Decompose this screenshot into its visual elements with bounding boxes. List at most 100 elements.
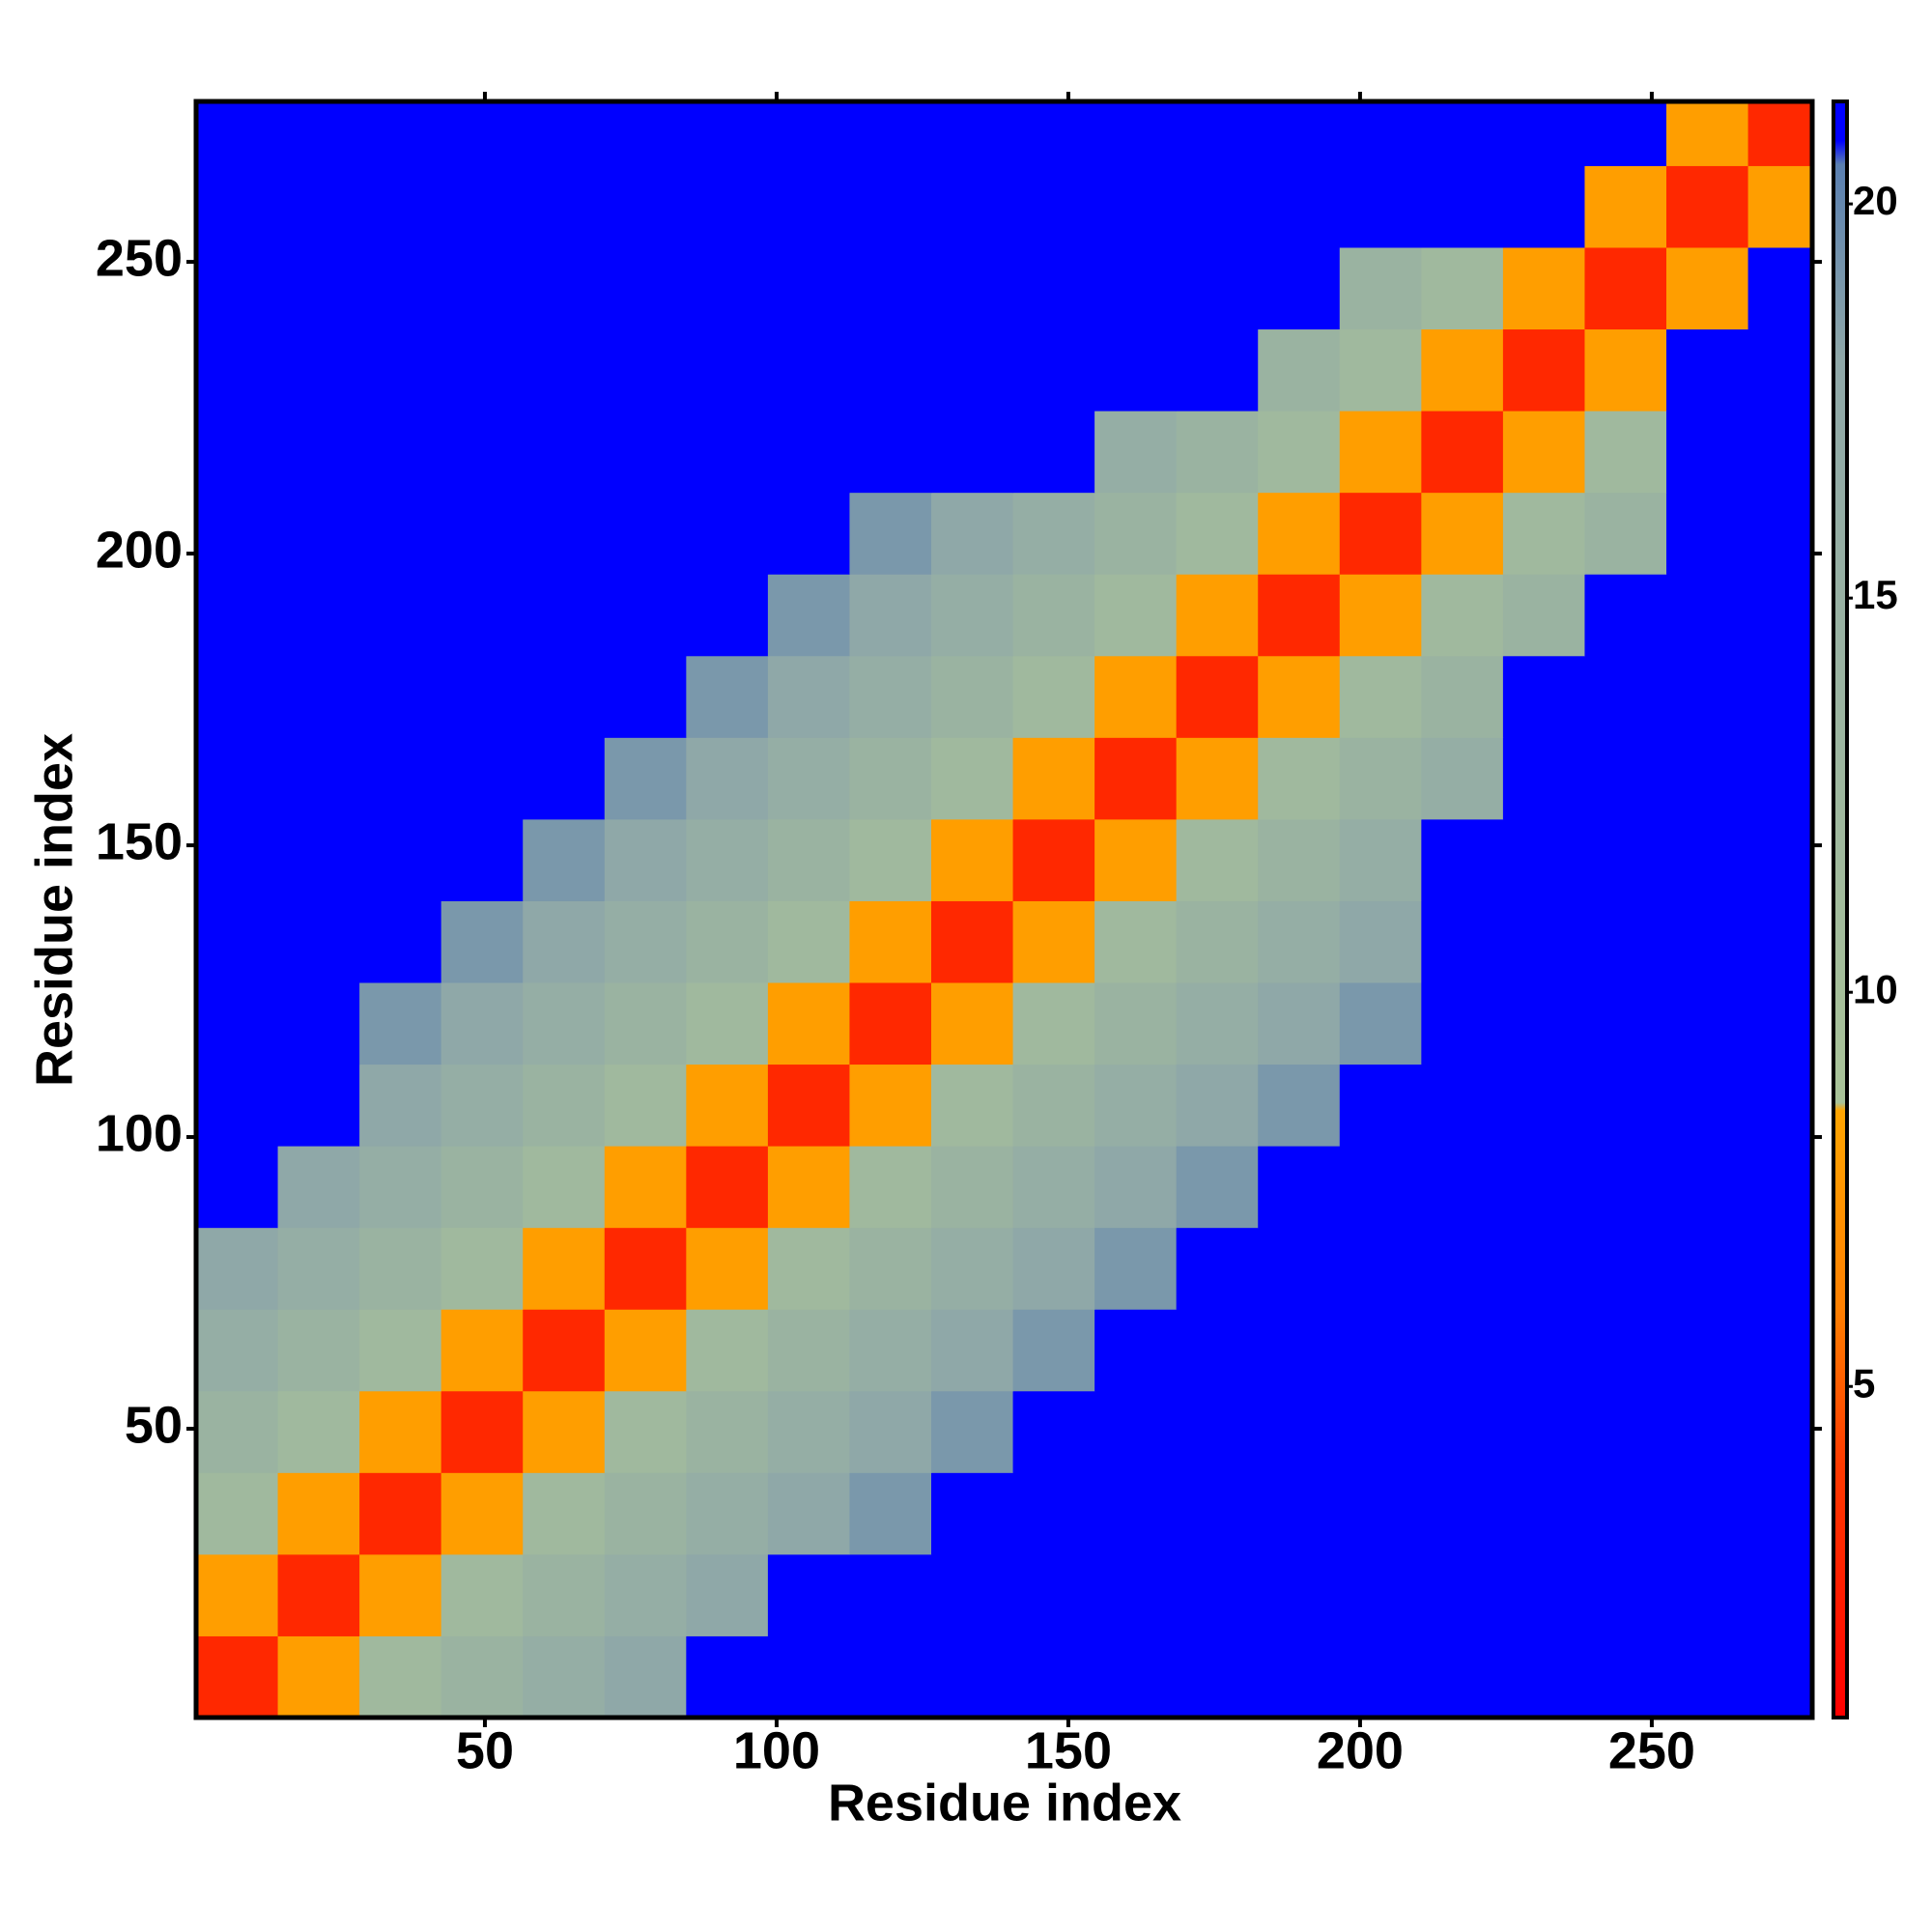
heatmap-cell [1176, 246, 1259, 330]
heatmap-cell [359, 492, 442, 575]
heatmap-cell [1666, 900, 1749, 983]
heatmap-cell [1012, 1635, 1095, 1719]
heatmap-cell [931, 1553, 1014, 1636]
heatmap-cell [1176, 818, 1259, 901]
heatmap-cell [1012, 1390, 1095, 1473]
heatmap-cell [1666, 655, 1749, 738]
heatmap-cell [277, 1390, 360, 1473]
heatmap-cell [1747, 328, 1813, 412]
heatmap-cell [440, 818, 524, 901]
heatmap-cell [277, 818, 360, 901]
heatmap-cell [1502, 246, 1585, 330]
heatmap-cell [686, 1064, 769, 1147]
heatmap-cell [359, 1064, 442, 1147]
heatmap-cell [931, 1390, 1014, 1473]
heatmap-cell [523, 1635, 606, 1719]
y-axis-title: Residue index [25, 733, 83, 1087]
heatmap-cell [440, 411, 524, 494]
heatmap-cell [1094, 1635, 1178, 1719]
heatmap-cell [1747, 1635, 1813, 1719]
heatmap-cell [1012, 1553, 1095, 1636]
heatmap-cell [1502, 574, 1585, 657]
heatmap-cell [604, 737, 687, 820]
heatmap-cell [440, 574, 524, 657]
heatmap-cell [931, 1146, 1014, 1229]
heatmap-cell [604, 1227, 687, 1310]
heatmap-cell [277, 574, 360, 657]
heatmap-cell [359, 1472, 442, 1555]
heatmap-cell [196, 981, 279, 1065]
heatmap-cell [1421, 818, 1504, 901]
heatmap-cell [359, 900, 442, 983]
heatmap-cell [1012, 818, 1095, 901]
heatmap-cell [359, 1553, 442, 1636]
heatmap-cell [1012, 1227, 1095, 1310]
heatmap-cell [1012, 1146, 1095, 1229]
heatmap-cell [523, 328, 606, 412]
heatmap-cell [523, 492, 606, 575]
heatmap-cell [1666, 1553, 1749, 1636]
heatmap-cell [1012, 411, 1095, 494]
heatmap-cell [849, 165, 932, 248]
heatmap-cell [359, 655, 442, 738]
heatmap-cell [686, 818, 769, 901]
heatmap-cell [1339, 574, 1422, 657]
heatmap-cell [1339, 737, 1422, 820]
heatmap-cell [1176, 1472, 1259, 1555]
heatmap-cell [1502, 1146, 1585, 1229]
heatmap-cell [1176, 655, 1259, 738]
heatmap-cell [440, 737, 524, 820]
heatmap-cell [1258, 1635, 1341, 1719]
heatmap-cell [277, 101, 360, 166]
heatmap-cell [604, 1390, 687, 1473]
heatmap-cell [767, 1227, 850, 1310]
heatmap-cell [1421, 1309, 1504, 1392]
heatmap-cell [1421, 411, 1504, 494]
heatmap-cell [523, 246, 606, 330]
heatmap-cell [1502, 1309, 1585, 1392]
x-tick-label: 150 [1025, 1721, 1112, 1779]
heatmap-cell [1012, 101, 1095, 166]
heatmap-cell [1584, 165, 1667, 248]
heatmap-cell [1339, 1146, 1422, 1229]
heatmap-cell [931, 1635, 1014, 1719]
y-tick-label: 150 [96, 812, 183, 870]
heatmap-cell [440, 1635, 524, 1719]
heatmap-cell [767, 1146, 850, 1229]
heatmap-cell [767, 1309, 850, 1392]
heatmap-cell [523, 1064, 606, 1147]
heatmap-cell [1094, 900, 1178, 983]
heatmap-cell [1258, 246, 1341, 330]
heatmap-cell [931, 328, 1014, 412]
heatmap-cell [767, 574, 850, 657]
heatmap-cell [196, 1472, 279, 1555]
heatmap-cell [686, 411, 769, 494]
heatmap-cell [1012, 737, 1095, 820]
heatmap-cell [1258, 328, 1341, 412]
heatmap-cell [1502, 981, 1585, 1065]
heatmap-cell [686, 900, 769, 983]
heatmap-cell [523, 101, 606, 166]
heatmap-cell [1258, 1227, 1341, 1310]
heatmap-cell [359, 411, 442, 494]
heatmap-cell [1176, 492, 1259, 575]
heatmap-cell [440, 655, 524, 738]
heatmap-cell [523, 411, 606, 494]
heatmap-cell [1012, 246, 1095, 330]
colorbar [1832, 99, 1849, 1719]
heatmap-cell [277, 165, 360, 248]
heatmap-cell [767, 900, 850, 983]
heatmap-cell [1747, 1146, 1813, 1229]
heatmap-cell [1584, 1553, 1667, 1636]
heatmap-cell [767, 1472, 850, 1555]
heatmap-cell [359, 328, 442, 412]
heatmap-cell [686, 574, 769, 657]
heatmap-cell [849, 101, 932, 166]
heatmap-cell [277, 1309, 360, 1392]
heatmap-cell [1666, 101, 1749, 166]
heatmap-cell [359, 818, 442, 901]
heatmap-cell [1747, 1064, 1813, 1147]
heatmap-cell [1584, 101, 1667, 166]
heatmap-cell [686, 1472, 769, 1555]
heatmap-cell [1176, 1309, 1259, 1392]
